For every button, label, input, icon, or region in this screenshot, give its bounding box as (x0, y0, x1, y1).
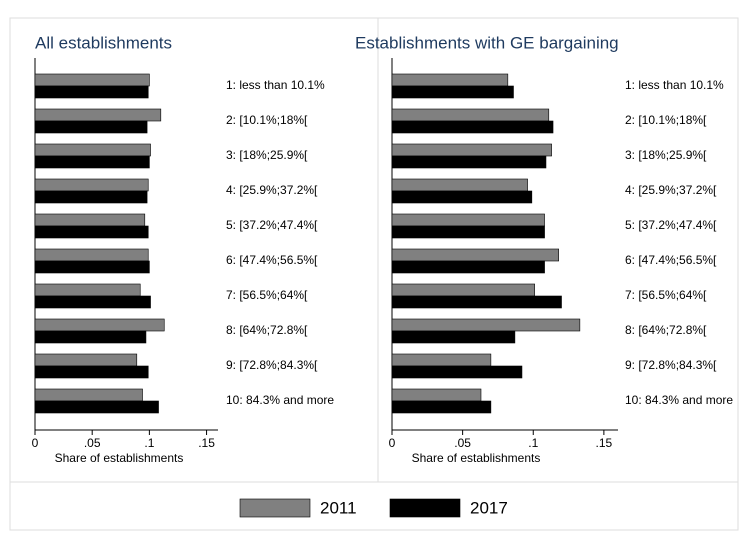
category-label: 10: 84.3% and more (226, 393, 334, 407)
bar (391, 295, 562, 309)
bar (34, 155, 150, 169)
bar (391, 155, 547, 169)
category-label: 10: 84.3% and more (625, 393, 733, 407)
category-label: 8: [64%;72.8%[ (226, 323, 308, 337)
category-label: 1: less than 10.1% (226, 78, 325, 92)
bar (34, 73, 150, 87)
bar (391, 365, 523, 379)
bar (391, 225, 545, 239)
category-label: 4: [25.9%;37.2%[ (226, 183, 318, 197)
legend-label: 2017 (470, 498, 508, 517)
x-tick-label: 0 (389, 436, 396, 450)
bar (34, 190, 148, 204)
bar (34, 85, 149, 99)
category-label: 2: [10.1%;18%[ (625, 113, 707, 127)
bar (34, 283, 141, 297)
bar (34, 318, 165, 332)
bar (391, 353, 492, 367)
bar (391, 318, 581, 332)
bar (34, 400, 159, 414)
bar (391, 260, 545, 274)
bar (391, 120, 554, 134)
panel-title: Establishments with GE bargaining (355, 33, 619, 52)
bar (34, 108, 162, 122)
bar (34, 248, 149, 262)
bar (34, 388, 143, 402)
legend-label: 2011 (320, 498, 357, 517)
bar (34, 178, 149, 192)
category-label: 6: [47.4%;56.5%[ (625, 253, 717, 267)
legend-swatch (239, 498, 311, 518)
bar (391, 73, 509, 87)
x-tick-label: .15 (596, 436, 613, 450)
x-tick-label: .15 (198, 436, 215, 450)
bar (34, 120, 148, 134)
bar (391, 213, 545, 227)
category-label: 1: less than 10.1% (625, 78, 724, 92)
category-label: 9: [72.8%;84.3%[ (226, 358, 318, 372)
category-label: 5: [37.2%;47.4%[ (625, 218, 717, 232)
category-label: 6: [47.4%;56.5%[ (226, 253, 318, 267)
bar (391, 190, 533, 204)
x-axis-label: Share of establishments (412, 451, 541, 465)
bar (34, 365, 149, 379)
category-label: 5: [37.2%;47.4%[ (226, 218, 318, 232)
x-tick-label: .1 (144, 436, 154, 450)
category-label: 9: [72.8%;84.3%[ (625, 358, 717, 372)
category-label: 4: [25.9%;37.2%[ (625, 183, 717, 197)
bar (34, 143, 151, 157)
x-tick-label: .1 (528, 436, 538, 450)
legend-swatch (389, 498, 461, 518)
bar (34, 213, 146, 227)
category-label: 3: [18%;25.9%[ (625, 148, 707, 162)
bar (391, 108, 550, 122)
bar (391, 388, 482, 402)
x-tick-label: .05 (454, 436, 471, 450)
x-tick-label: 0 (32, 436, 39, 450)
x-tick-label: .05 (84, 436, 101, 450)
category-label: 7: [56.5%;64%[ (226, 288, 308, 302)
bar (34, 260, 150, 274)
bar (34, 353, 138, 367)
category-label: 8: [64%;72.8%[ (625, 323, 707, 337)
bar (34, 330, 147, 344)
bar (391, 330, 516, 344)
outer-frame (9, 17, 739, 531)
bar (34, 295, 151, 309)
bar (391, 85, 514, 99)
category-label: 3: [18%;25.9%[ (226, 148, 308, 162)
bar (34, 225, 149, 239)
bar (391, 143, 552, 157)
category-label: 2: [10.1%;18%[ (226, 113, 308, 127)
bar (391, 248, 559, 262)
bar (391, 400, 492, 414)
x-axis-label: Share of establishments (55, 451, 184, 465)
bar (391, 283, 535, 297)
panel-title: All establishments (35, 33, 172, 52)
category-label: 7: [56.5%;64%[ (625, 288, 707, 302)
bar (391, 178, 528, 192)
